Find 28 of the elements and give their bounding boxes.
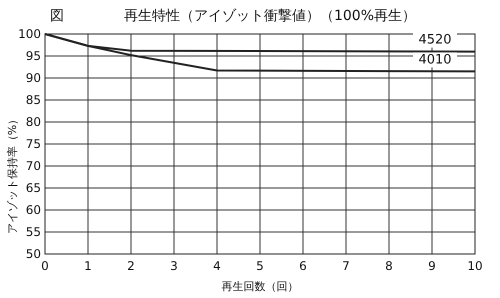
x-tick-label: 1 (84, 259, 92, 273)
y-axis-title: アイゾット保持率（%） (6, 114, 19, 234)
y-tick-label: 75 (26, 137, 41, 151)
y-tick-label: 65 (26, 181, 41, 195)
x-tick-label: 10 (467, 259, 483, 273)
text: 図 (50, 8, 64, 24)
y-tick-label: 85 (26, 93, 41, 107)
x-tick-label: 8 (385, 259, 393, 273)
x-tick-label: 0 (41, 259, 49, 273)
y-tick-label: 100 (18, 27, 41, 41)
x-tick-label: 9 (428, 259, 436, 273)
x-tick-label: 3 (170, 259, 178, 273)
y-tick-label: 95 (26, 49, 41, 63)
x-tick-label: 7 (342, 259, 350, 273)
y-tick-label: 55 (26, 225, 41, 239)
series-label: 4520 (418, 32, 452, 48)
x-tick-label: 6 (299, 259, 307, 273)
y-tick-label: 60 (26, 203, 41, 217)
x-tick-label: 5 (256, 259, 264, 273)
x-axis-title: 再生回数（回） (222, 280, 298, 293)
x-tick-label: 2 (127, 259, 135, 273)
chart-title: 再生特性（アイゾット衝撃値）（100%再生） (124, 8, 416, 24)
series-label: 4010 (418, 52, 452, 68)
y-tick-label: 70 (26, 159, 41, 173)
y-tick-label: 80 (26, 115, 41, 129)
x-tick-label: 4 (213, 259, 221, 273)
y-tick-label: 90 (26, 71, 41, 85)
y-tick-label: 50 (26, 247, 41, 261)
